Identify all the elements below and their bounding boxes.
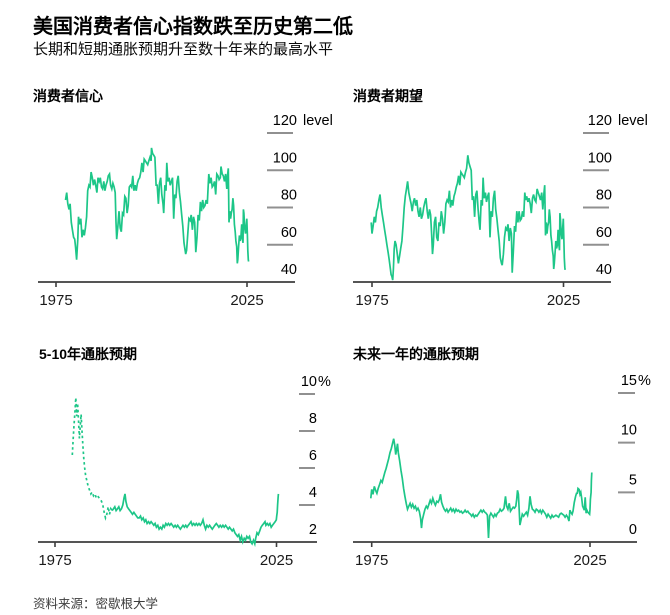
y-axis-unit-label: level [303,113,333,129]
y-tick-label: 0 [629,522,637,538]
y-tick-label: 100 [273,150,297,166]
consumer-sentiment-plot: 120 level 100 80 60 40 1975 2025 [38,113,333,309]
chart-title-inflation-5-10yr: 5-10年通胀预期 [39,346,138,362]
y-tick-label: 100 [588,150,612,166]
x-tick-label: 1975 [355,552,388,569]
y-tick-label: 40 [281,262,297,278]
page-subtitle: 长期和短期通胀预期升至数十年来的最高水平 [33,41,334,58]
y-tick-label: 2 [309,522,317,538]
y-axis-unit-label: % [638,373,651,389]
y-tick-label: 80 [281,188,297,204]
chart-inflation-5-10yr: 5-10年通胀预期 10% 8 6 4 2 1975 2025 [0,330,335,580]
inflation-5-10yr-plot: 10 % 8 6 4 2 1975 2025 [38,374,331,569]
data-line-consumer-sentiment [64,147,250,264]
y-tick-label: 80 [596,188,612,204]
x-tick-label: 1975 [38,552,71,569]
x-tick-label: 2025 [573,552,606,569]
consumer-expectations-plot: 120 level 100 80 60 40 1975 2025 [353,113,648,309]
data-line-inflation-5-10yr-early [71,397,113,521]
chart-title-consumer-sentiment: 消费者信心 [33,88,103,104]
y-tick-label: 60 [596,225,612,241]
y-tick-label: 60 [281,225,297,241]
chart-title-consumer-expectations: 消费者期望 [353,88,423,104]
y-tick-label: 120 [273,113,297,129]
y-tick-label: 10 [301,374,317,390]
y-tick-label: 40 [596,262,612,278]
y-tick-label: 15 [621,373,637,389]
y-tick-label: 5 [629,472,637,488]
chart-consumer-expectations: 消费者期望 120 level 100 80 60 40 1975 2025 [335,80,670,330]
page-title: 美国消费者信心指数跌至历史第二低 [33,16,353,38]
chart-consumer-sentiment: 消费者信心 120 level 100 80 60 40 1975 2025 [0,80,335,330]
data-line-consumer-expectations [370,155,566,281]
y-tick-label: 120 [588,113,612,129]
x-tick-label: 2025 [230,292,263,309]
data-line-inflation-5-10yr [111,493,280,548]
chart-inflation-1yr: 未来一年的通胀预期 15% 10 5 0 1975 2025 [335,330,670,580]
y-tick-label: 10 [621,423,637,439]
x-tick-label: 2025 [547,292,580,309]
source-note: 资料来源：密歇根大学 [33,597,159,611]
x-tick-label: 1975 [39,292,72,309]
y-axis-unit-label: level [618,113,648,129]
y-tick-label: 8 [309,411,317,427]
data-line-inflation-1yr [369,438,593,539]
y-tick-label: 4 [309,485,317,501]
y-axis-unit-label: % [318,374,331,390]
chart-title-inflation-1yr: 未来一年的通胀预期 [353,346,479,362]
y-tick-label: 6 [309,448,317,464]
x-tick-label: 2025 [260,552,293,569]
inflation-1yr-plot: 15 % 10 5 0 1975 2025 [353,373,651,569]
x-tick-label: 1975 [355,292,388,309]
